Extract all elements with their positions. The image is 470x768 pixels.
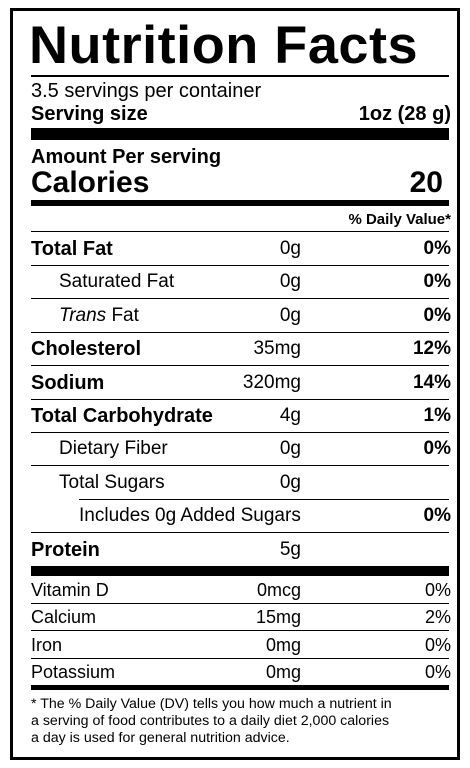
rule <box>31 75 449 77</box>
rule <box>31 565 449 576</box>
vitamin-dv: 0% <box>424 662 451 683</box>
amount-per: Amount Per serving <box>31 146 222 168</box>
vitamin-amount: 0mg <box>265 634 301 655</box>
footnote-line: * The % Daily Value (DV) tells you how m… <box>31 696 392 713</box>
nutrient-name: Saturated Fat <box>59 272 174 292</box>
footnote-line: a day is used for general nutrition advi… <box>31 730 290 747</box>
vitamin-amount: 15mg <box>255 607 301 628</box>
nutrient-name-italic: Trans <box>59 304 107 326</box>
rule <box>31 265 449 266</box>
nutrient-amount: 0g <box>279 238 301 259</box>
rule <box>31 331 449 333</box>
nutrient-name: Total Fat <box>31 239 113 259</box>
calories-label: Calories <box>31 166 150 199</box>
nutrient-dv: 1% <box>423 405 451 426</box>
nutrient-name-text: Total Fat <box>31 238 113 260</box>
calories-value: 20 <box>409 166 443 199</box>
nutrient-name: Cholesterol <box>31 339 141 359</box>
vitamin-name: Iron <box>31 634 63 655</box>
nutrient-name: Protein <box>31 540 100 560</box>
nutrient-name-text: Includes 0g Added Sugars <box>79 505 301 527</box>
rule <box>31 657 449 659</box>
footnote-line: a serving of food contributes to a daily… <box>31 713 390 730</box>
nutrient-name: Total Carbohydrate <box>31 406 213 426</box>
nutrient-amount: 5g <box>279 538 301 560</box>
title: Nutrition Facts <box>29 16 419 75</box>
rule <box>31 685 449 691</box>
nutrient-amount: 4g <box>279 405 301 426</box>
nutrient-amount: 0g <box>279 471 301 493</box>
vitamin-amount: 0mcg <box>256 579 301 600</box>
vitamin-name: Potassium <box>31 662 116 683</box>
serving-size: 1oz (28 g) <box>358 103 451 125</box>
nutrient-amount: 35mg <box>253 338 301 360</box>
rule <box>31 365 449 367</box>
nutrient-name-text: Total Sugars <box>59 471 165 493</box>
vitamin-amount: 0mg <box>265 662 301 683</box>
nutrient-name: Dietary Fiber <box>59 439 168 459</box>
nutrient-name-text: Fat <box>111 304 139 326</box>
nutrient-name: Total Sugars <box>59 471 165 493</box>
nutrient-name: Sodium <box>31 373 104 393</box>
rule <box>31 298 449 300</box>
rule <box>31 231 449 232</box>
vitamin-dv: 0% <box>424 579 451 600</box>
vitamin-dv: 0% <box>424 634 451 655</box>
nutrient-name-text: Dietary Fiber <box>59 438 168 460</box>
rule <box>31 465 449 467</box>
nutrient-name-text: Sodium <box>31 371 105 394</box>
rule <box>31 532 449 534</box>
nutrient-name-text: Saturated Fat <box>59 271 175 293</box>
nutrient-dv: 0% <box>423 271 451 293</box>
rule <box>31 432 449 433</box>
rule <box>31 602 449 604</box>
nutrition-label: Nutrition Facts 3.5 servings per contain… <box>10 8 460 760</box>
nutrient-name: Trans Fat <box>59 304 139 326</box>
nutrient-name-text: Total Carbohydrate <box>31 405 213 427</box>
nutrient-amount: 0g <box>279 271 301 293</box>
nutrient-dv: 0% <box>423 304 451 326</box>
rule <box>31 200 449 206</box>
nutrient-dv: 14% <box>412 371 451 393</box>
vitamin-name: Calcium <box>31 607 97 628</box>
nutrient-amount: 0g <box>279 304 301 326</box>
rule <box>31 398 449 400</box>
nutrient-dv: 12% <box>412 338 451 360</box>
nutrient-name: Includes 0g Added Sugars <box>79 506 301 526</box>
nutrient-amount: 320mg <box>242 371 301 393</box>
rule <box>79 498 449 500</box>
nutrient-dv: 0% <box>423 238 451 259</box>
dv-header: % Daily Value* <box>348 211 451 228</box>
vitamin-dv: 2% <box>424 607 451 628</box>
nutrient-name-text: Cholesterol <box>31 338 142 361</box>
thick-rule <box>31 128 449 140</box>
nutrient-dv: 0% <box>423 438 451 460</box>
rule <box>31 630 449 632</box>
vitamin-name: Vitamin D <box>31 579 109 600</box>
nutrient-amount: 0g <box>279 438 301 460</box>
servings: 3.5 servings per container <box>31 80 262 102</box>
nutrient-dv: 0% <box>423 505 451 527</box>
serving-size-label: Serving size <box>31 103 148 125</box>
nutrient-name-text: Protein <box>31 538 100 561</box>
